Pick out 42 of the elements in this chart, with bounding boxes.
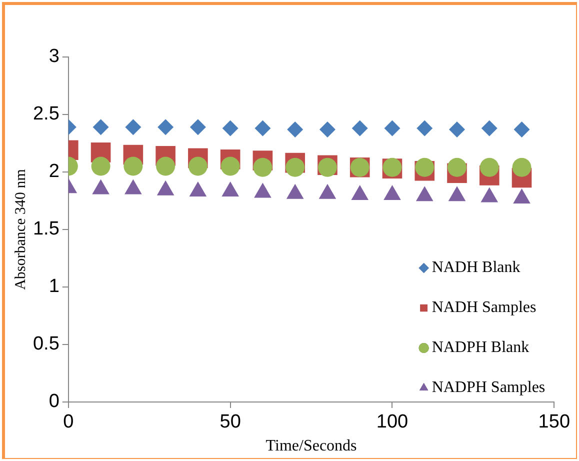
y-tick-label: 2 [48,161,60,182]
point [91,156,110,176]
legend-label: NADH Samples [432,299,536,316]
point [125,119,142,136]
point [124,156,143,176]
point [156,156,176,176]
point [286,158,305,177]
point [287,121,304,138]
point [480,158,499,177]
point [416,120,433,136]
point [319,121,336,138]
point [384,120,400,136]
x-tick-label: 100 [376,412,408,433]
y-tick-label: 0 [48,391,60,412]
point [253,158,272,177]
point [512,158,532,177]
legend-label: NADPH Blank [432,339,530,356]
point [254,120,271,136]
x-axis-title: Time/Seconds [266,438,357,455]
y-tick-label: 3 [48,46,60,68]
y-tick-label: 1 [48,276,60,298]
legend-label: NADH Blank [432,259,520,276]
x-tick-label: 50 [220,412,241,433]
y-tick-label: 1.5 [32,218,60,240]
point [190,119,206,136]
point [448,158,466,177]
y-tick-label: 0.5 [32,334,60,355]
point [415,158,434,177]
y-axis-title: Absorbance 340 nm [12,168,29,290]
point [92,119,109,136]
point [514,121,530,138]
point [158,119,174,136]
point [222,120,238,136]
point [449,121,465,138]
x-tick-label: 0 [63,412,74,433]
point [188,156,208,176]
y-tick-label: 2.5 [32,104,60,125]
x-tick-label: 150 [538,412,570,433]
legend-label: NADPH Samples [432,379,546,396]
point [220,156,240,176]
point [352,120,368,136]
point [481,120,498,136]
